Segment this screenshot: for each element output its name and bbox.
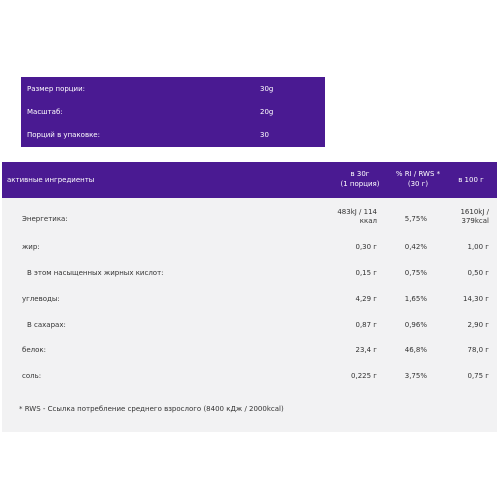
per-100g-value: 2,90 г: [467, 321, 490, 329]
per-serving-value: 0,87 г: [355, 321, 378, 329]
per-100g-value: 0,50 г: [467, 269, 490, 277]
nutrition-table-header: активные ингредиенты в 30г (1 порция) % …: [2, 162, 497, 198]
rws-footnote: * RWS - Ссылка потребление среднего взро…: [19, 405, 284, 413]
ri-rws-column-header: % RI / RWS * (30 г): [395, 170, 441, 188]
scale-label: Масштаб:: [27, 108, 63, 116]
servings-per-package-label: Порций в упаковке:: [27, 131, 100, 139]
per-100g-value: 1610kJ / 379kcal: [460, 208, 489, 225]
row-label: белок:: [22, 346, 46, 354]
row-label: жир:: [22, 243, 40, 251]
ri-percent-value: 46,8%: [404, 346, 427, 354]
ri-percent-value: 0,96%: [404, 321, 427, 329]
per-serving-value: 0,30 г: [355, 243, 378, 251]
active-ingredients-heading: активные ингредиенты: [7, 176, 95, 184]
per-100g-value: 78,0 г: [467, 346, 490, 354]
table-row-carbohydrates: углеводы: 4,29 г 1,65% 14,30 г: [2, 289, 497, 311]
servings-per-package-row: Порций в упаковке: 30: [21, 129, 325, 141]
ri-percent-value: 0,75%: [404, 269, 427, 277]
per-100g-value: 0,75 г: [467, 372, 490, 380]
per-serving-value: 23,4 г: [355, 346, 378, 354]
table-row-salt: соль: 0,225 г 3,75% 0,75 г: [2, 366, 497, 388]
ri-percent-value: 0,42%: [404, 243, 427, 251]
per-100g-value: 14,30 г: [463, 295, 489, 303]
table-row-protein: белок: 23,4 г 46,8% 78,0 г: [2, 340, 497, 362]
per-serving-value: 0,15 г: [355, 269, 378, 277]
servings-per-package-value: 30: [260, 131, 269, 139]
per-serving-value: 483kJ / 114 ккал: [337, 208, 377, 225]
per-serving-value: 0,225 г: [351, 372, 377, 380]
per-serving-value: 4,29 г: [355, 295, 378, 303]
serving-info-panel: Размер порции: 30g Масштаб: 20g Порций в…: [21, 77, 325, 147]
per-100g-column-header: в 100 г: [458, 176, 484, 184]
table-row-saturated-fat: В этом насыщенных жирных кислот: 0,15 г …: [2, 263, 497, 285]
ri-percent-value: 5,75%: [404, 215, 427, 223]
row-label: Энергетика:: [22, 215, 68, 223]
scale-value: 20g: [260, 108, 274, 116]
row-label: В этом насыщенных жирных кислот:: [27, 269, 164, 277]
serving-size-label: Размер порции:: [27, 85, 86, 93]
scale-row: Масштаб: 20g: [21, 106, 325, 118]
per-100g-value: 1,00 г: [467, 243, 490, 251]
row-label: В сахарах:: [27, 321, 66, 329]
row-label: соль:: [22, 372, 42, 380]
table-row-fat: жир: 0,30 г 0,42% 1,00 г: [2, 237, 497, 259]
table-row-sugars: В сахарах: 0,87 г 0,96% 2,90 г: [2, 315, 497, 337]
serving-size-value: 30g: [260, 85, 274, 93]
serving-size-row: Размер порции: 30g: [21, 83, 325, 95]
table-row-energy: Энергетика: 483kJ / 114 ккал 5,75% 1610k…: [2, 205, 497, 227]
nutrition-table: активные ингредиенты в 30г (1 порция) % …: [2, 162, 497, 432]
per-serving-column-header: в 30г (1 порция): [340, 170, 380, 188]
row-label: углеводы:: [22, 295, 60, 303]
ri-percent-value: 1,65%: [404, 295, 427, 303]
ri-percent-value: 3,75%: [404, 372, 427, 380]
